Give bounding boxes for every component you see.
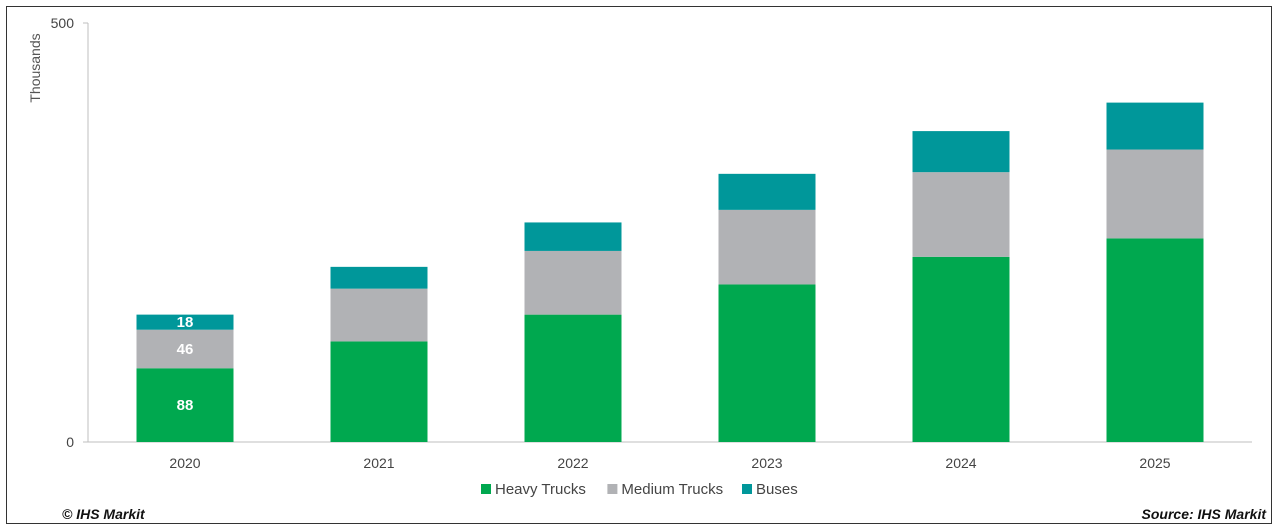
data-labels: 88 46 18: [177, 314, 194, 414]
bar-segment: [912, 131, 1010, 173]
bar-segment: [136, 329, 234, 369]
bar-segment: [1106, 149, 1204, 239]
x-tick-label: 2024: [945, 455, 976, 471]
copyright-text: © IHS Markit: [62, 506, 145, 522]
bar-segment: [136, 368, 234, 442]
bar-segment: [524, 250, 622, 315]
data-label: 18: [177, 314, 194, 331]
bar-segment: [912, 172, 1010, 257]
bar-segment: [524, 222, 622, 251]
bar-segment: [718, 173, 816, 210]
data-label: 46: [177, 341, 194, 358]
legend: Heavy Trucks Medium Trucks Buses: [481, 481, 798, 498]
x-tick-label: 2020: [169, 455, 200, 471]
y-axis-title: Thousands: [27, 33, 43, 102]
legend-label: Medium Trucks: [621, 481, 723, 498]
bar-segment: [718, 284, 816, 442]
source-text: Source: IHS Markit: [1141, 506, 1266, 522]
bar-segment: [136, 314, 234, 330]
x-tick-label: 2025: [1139, 455, 1170, 471]
y-tick-label: 500: [51, 15, 75, 31]
bar-segment: [524, 314, 622, 442]
legend-label: Buses: [756, 481, 798, 498]
bar-segment: [718, 209, 816, 285]
axes: 0 500 Thousands 2020 2021 2022 2023 2024 2025: [27, 15, 1252, 471]
legend-swatch: [481, 484, 491, 494]
bars: [136, 102, 1204, 442]
bar-segment: [912, 256, 1010, 442]
bar-segment: [330, 341, 428, 442]
x-tick-label: 2022: [557, 455, 588, 471]
bar-segment: [1106, 238, 1204, 442]
bar-segment: [330, 288, 428, 342]
y-tick-label: 0: [66, 434, 74, 450]
bar-segment: [330, 266, 428, 289]
x-tick-label: 2023: [751, 455, 782, 471]
legend-label: Heavy Trucks: [495, 481, 586, 498]
data-label: 88: [177, 397, 194, 414]
legend-swatch: [742, 484, 752, 494]
x-tick-label: 2021: [363, 455, 394, 471]
legend-swatch: [607, 484, 618, 494]
bar-segment: [1106, 102, 1204, 150]
